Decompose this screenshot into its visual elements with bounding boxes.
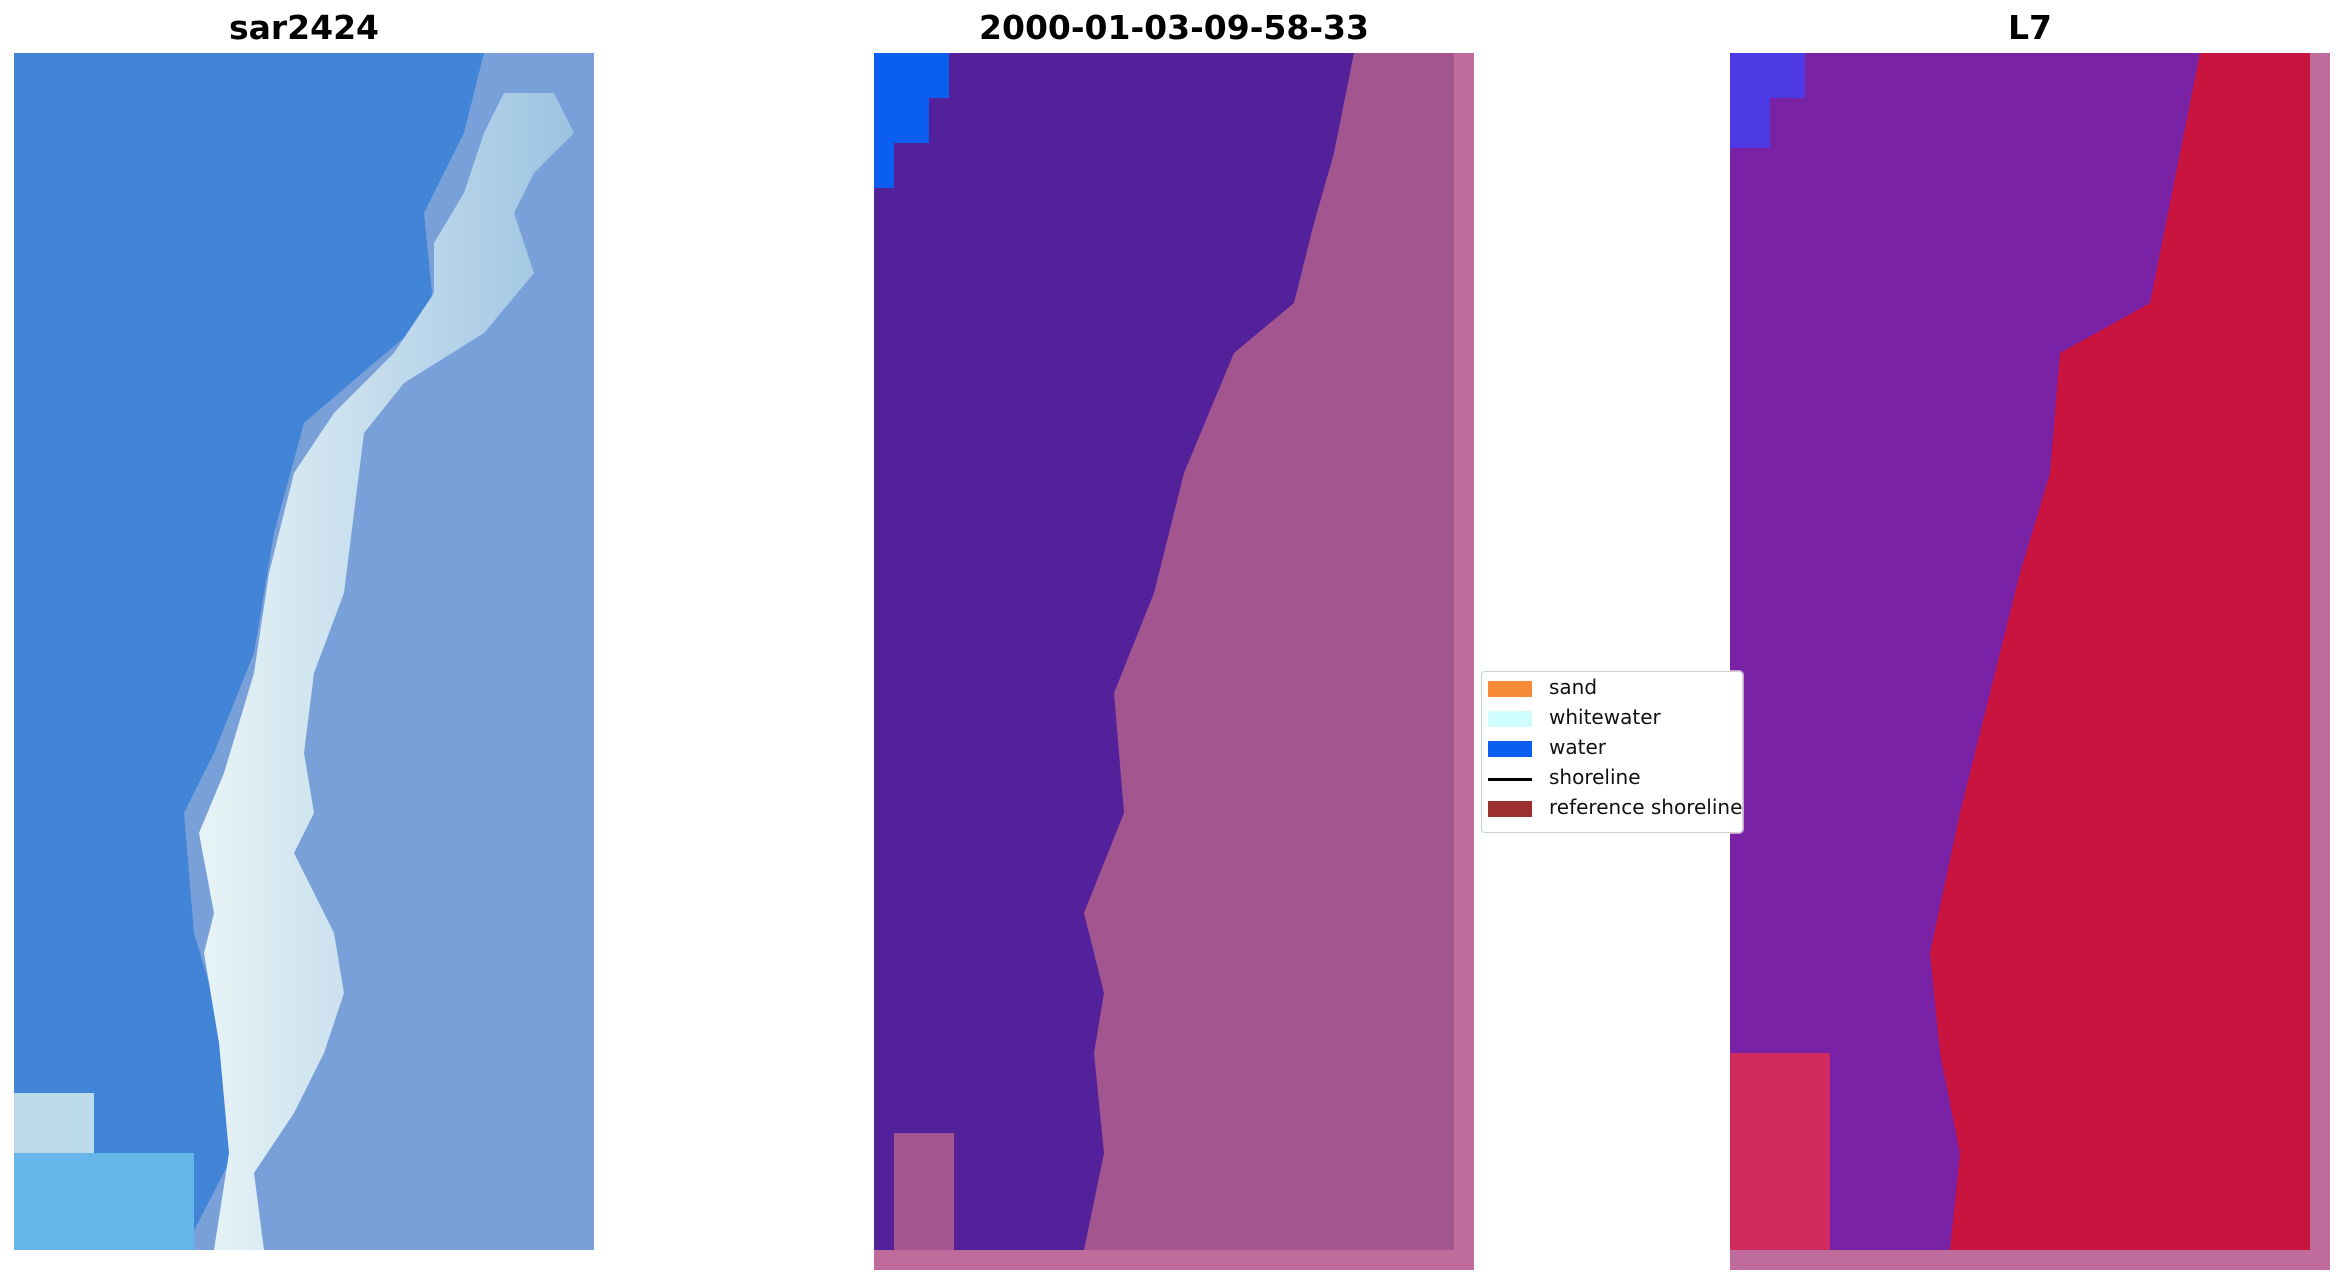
land-class-area — [1084, 53, 1454, 1250]
legend-label: whitewater — [1549, 705, 1661, 729]
legend-label: reference shoreline — [1549, 795, 1743, 819]
legend-item-whitewater: whitewater — [1482, 704, 1742, 732]
panel-title-right: L7 — [2008, 8, 2052, 47]
land-false-area — [1930, 53, 2310, 1250]
rgb-image-panel — [14, 53, 594, 1250]
legend-swatch-whitewater — [1488, 711, 1532, 727]
panel-title-middle: 2000-01-03-09-58-33 — [979, 8, 1369, 47]
legend-item-shoreline: shoreline — [1482, 764, 1742, 792]
legend-item-sand: sand — [1482, 674, 1742, 702]
legend-item-water: water — [1482, 734, 1742, 762]
surf-zone — [199, 93, 574, 1250]
false-color-image-panel — [1730, 53, 2330, 1270]
water-patch — [874, 53, 949, 98]
legend-swatch-sand — [1488, 681, 1532, 697]
legend: sand whitewater water shoreline referenc… — [1481, 671, 1743, 833]
legend-label: water — [1549, 735, 1606, 759]
water-false-patch — [1730, 53, 1805, 98]
legend-item-reference-shoreline: reference shoreline — [1482, 794, 1742, 822]
legend-label: sand — [1549, 675, 1598, 699]
legend-swatch-water — [1488, 741, 1532, 757]
legend-label: shoreline — [1549, 765, 1641, 789]
legend-line-shoreline — [1488, 778, 1532, 781]
classified-image-panel — [874, 53, 1474, 1270]
panel-title-left: sar2424 — [228, 8, 380, 47]
legend-swatch-reference-shoreline — [1488, 801, 1532, 817]
